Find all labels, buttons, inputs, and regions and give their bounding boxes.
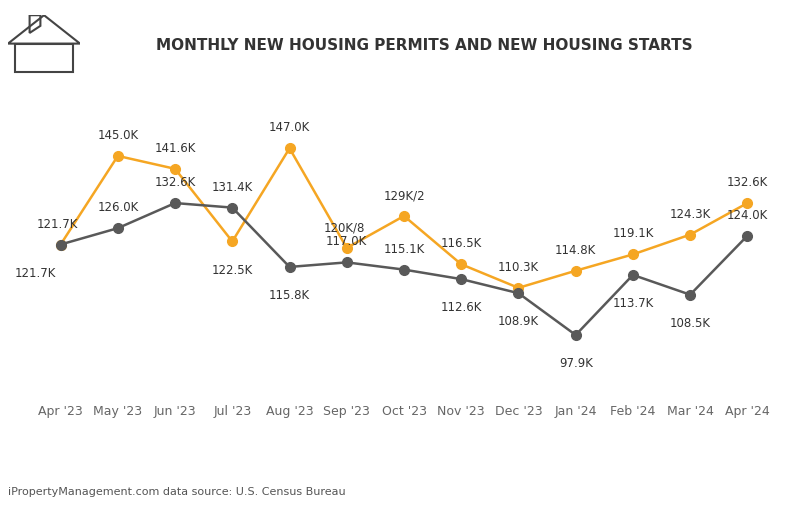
Text: iPropertyManagement.com data source: U.S. Census Bureau: iPropertyManagement.com data source: U.S…: [8, 487, 346, 497]
Text: 124.0K: 124.0K: [726, 209, 768, 222]
Legend: New Permits, New Starts: New Permits, New Starts: [275, 503, 533, 507]
Text: 108.5K: 108.5K: [670, 317, 710, 330]
Text: 131.4K: 131.4K: [212, 180, 253, 194]
Text: 108.9K: 108.9K: [498, 315, 539, 329]
Text: 132.6K: 132.6K: [154, 176, 196, 189]
Text: 110.3K: 110.3K: [498, 261, 539, 274]
Text: MONTHLY NEW HOUSING PERMITS AND NEW HOUSING STARTS: MONTHLY NEW HOUSING PERMITS AND NEW HOUS…: [156, 38, 692, 53]
Text: 145.0K: 145.0K: [98, 129, 138, 142]
Text: 129K/2: 129K/2: [383, 189, 425, 202]
Text: 141.6K: 141.6K: [154, 142, 196, 155]
Text: 124.3K: 124.3K: [670, 208, 710, 221]
Text: 121.7K: 121.7K: [37, 218, 78, 231]
Text: 120K/8: 120K/8: [323, 221, 365, 234]
Text: 114.8K: 114.8K: [555, 244, 596, 257]
Text: 119.1K: 119.1K: [612, 228, 654, 240]
Text: 117.0K: 117.0K: [326, 235, 367, 248]
Text: 132.6K: 132.6K: [726, 176, 768, 189]
Text: 147.0K: 147.0K: [269, 121, 310, 134]
Text: 113.7K: 113.7K: [612, 297, 654, 310]
Text: 115.8K: 115.8K: [269, 289, 310, 302]
Text: 126.0K: 126.0K: [98, 201, 138, 214]
Text: 115.1K: 115.1K: [383, 243, 425, 256]
Text: 116.5K: 116.5K: [441, 237, 482, 250]
Text: 121.7K: 121.7K: [15, 267, 56, 280]
Text: 112.6K: 112.6K: [441, 301, 482, 314]
Text: 97.9K: 97.9K: [558, 357, 593, 370]
Text: 122.5K: 122.5K: [212, 264, 253, 277]
